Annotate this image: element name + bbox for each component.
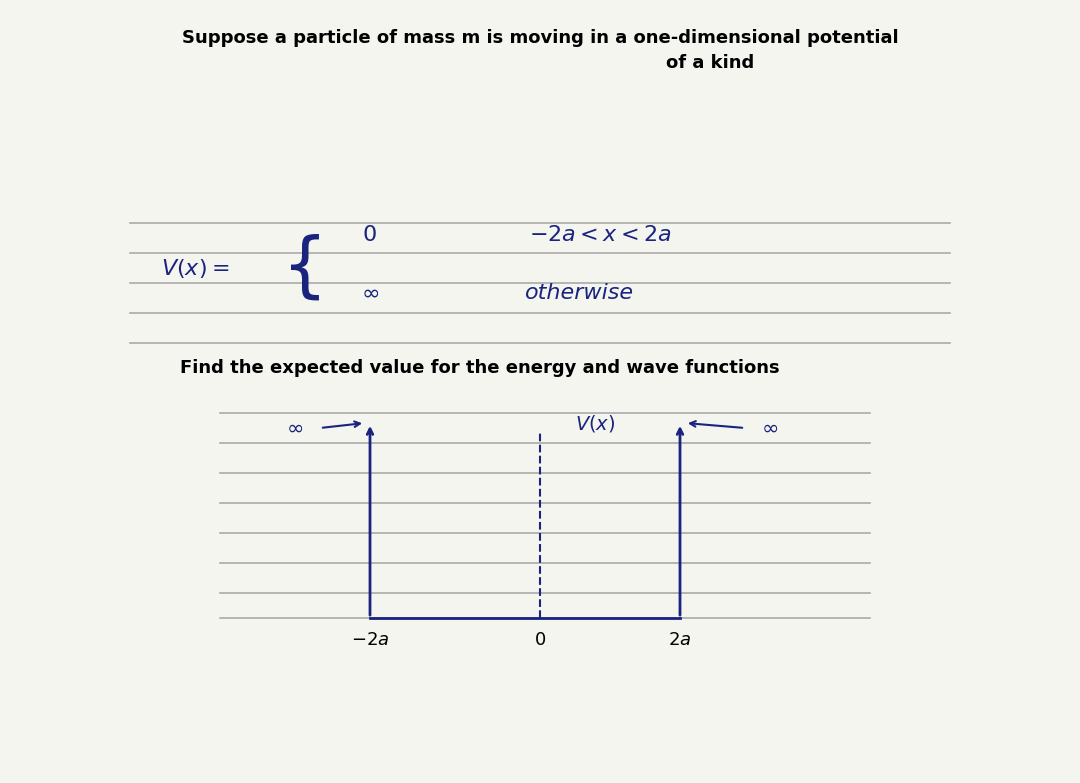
Text: Find the expected value for the energy and wave functions: Find the expected value for the energy a… (180, 359, 780, 377)
Text: otherwise: otherwise (526, 283, 635, 303)
Text: $V(x)$: $V(x)$ (575, 413, 616, 434)
Text: $V(x) =$: $V(x) =$ (161, 257, 229, 280)
Text: $-2a < x < 2a$: $-2a < x < 2a$ (529, 225, 672, 245)
Text: $\infty$: $\infty$ (286, 418, 303, 438)
Text: $2a$: $2a$ (669, 631, 691, 649)
Text: {: { (282, 233, 328, 302)
Text: 0: 0 (363, 225, 377, 245)
Text: Suppose a particle of mass m is moving in a one-dimensional potential: Suppose a particle of mass m is moving i… (181, 29, 899, 47)
Text: $-2a$: $-2a$ (351, 631, 389, 649)
Text: $0$: $0$ (534, 631, 546, 649)
Text: $\infty$: $\infty$ (761, 418, 779, 438)
Text: $\infty$: $\infty$ (361, 283, 379, 303)
Text: of a kind: of a kind (666, 54, 754, 72)
